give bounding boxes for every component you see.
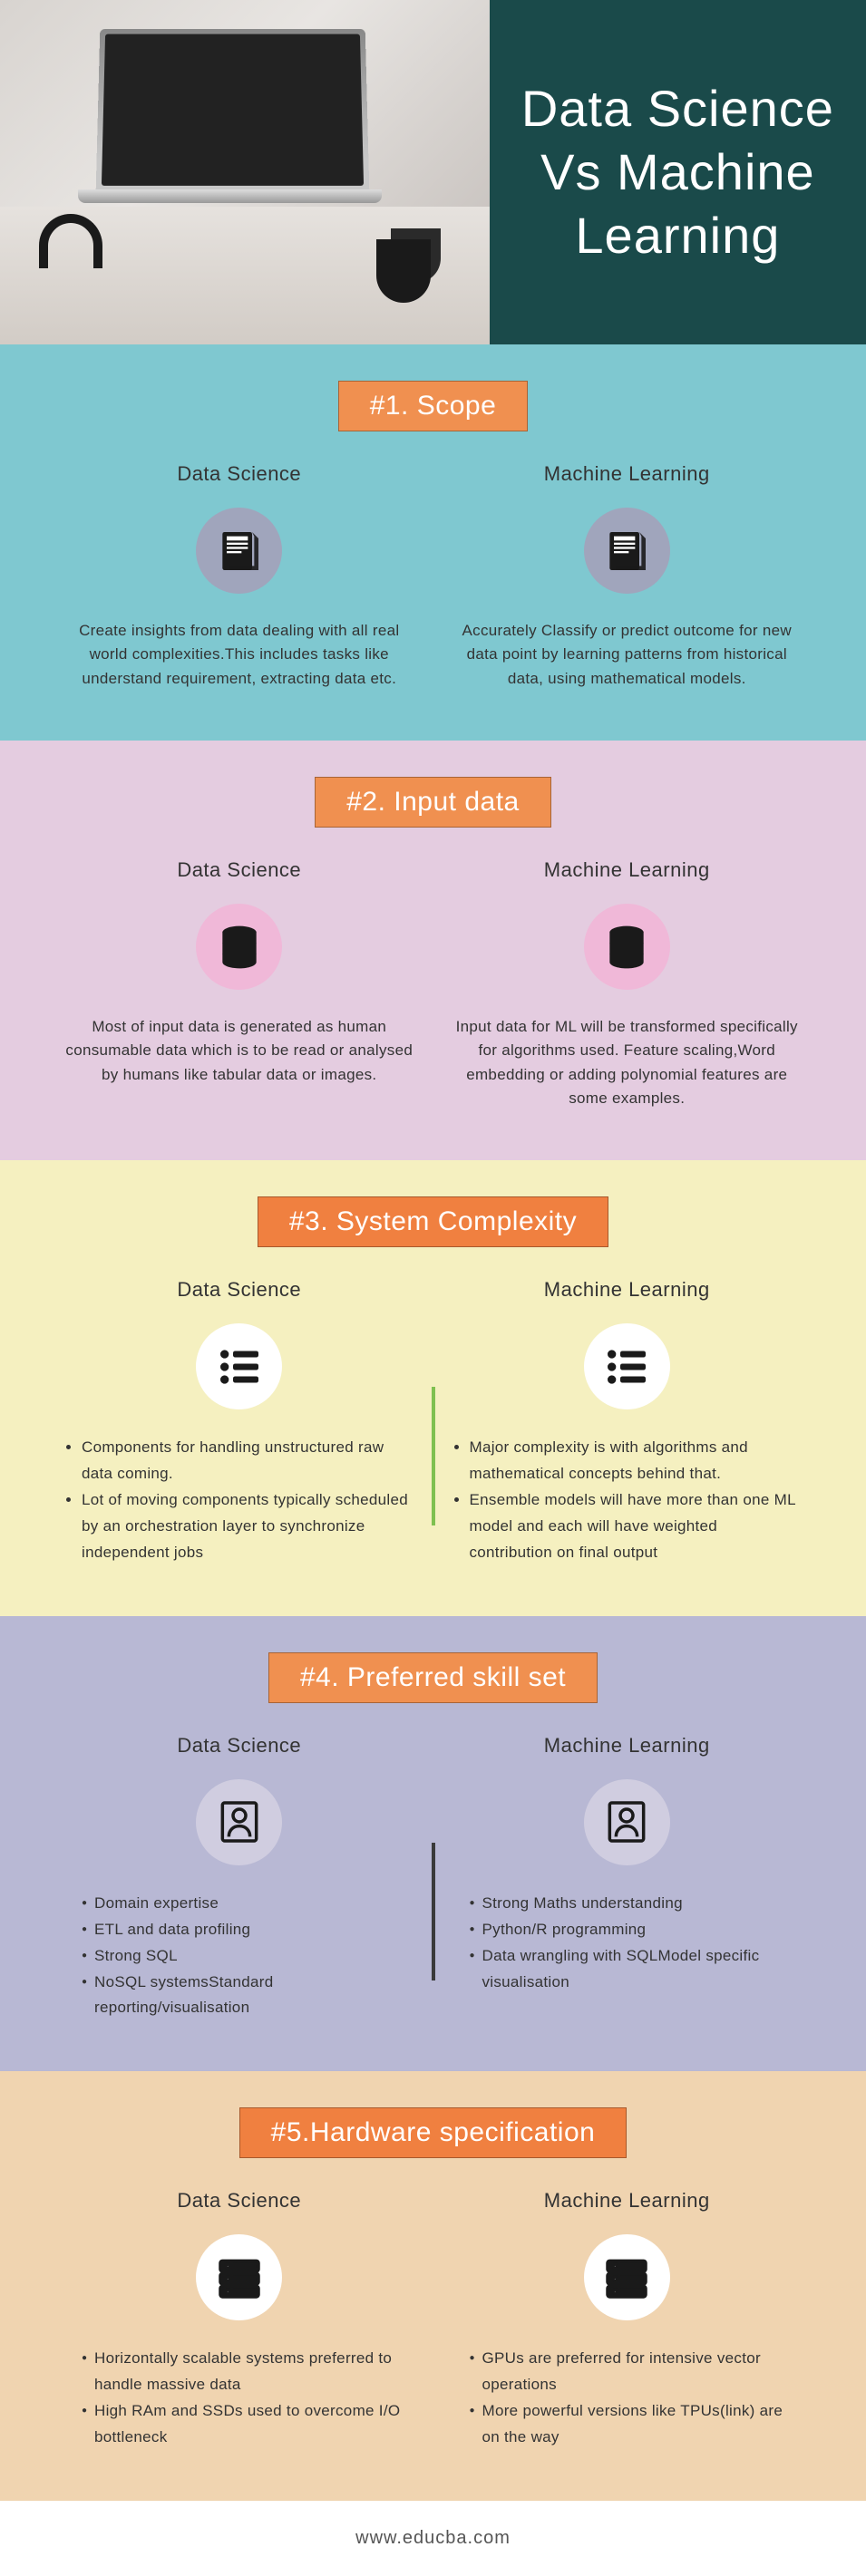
column: Data Science Most of input data is gener…: [45, 858, 433, 1110]
section: #4. Preferred skill set Data Science Dom…: [0, 1616, 866, 2071]
column-icon: [584, 1779, 670, 1865]
column-title: Data Science: [65, 2189, 414, 2213]
column-icon: [196, 1323, 282, 1409]
column-icon: [196, 2234, 282, 2320]
column-text: Input data for ML will be transformed sp…: [453, 1015, 802, 1110]
columns: Data Science Domain expertiseETL and dat…: [45, 1734, 821, 2021]
column-bullets: Components for handling unstructured raw…: [65, 1435, 414, 1565]
section: #5.Hardware specification Data Science H…: [0, 2071, 866, 2501]
column-icon: [584, 2234, 670, 2320]
columns: Data Science Most of input data is gener…: [45, 858, 821, 1110]
column-title: Machine Learning: [453, 462, 802, 486]
column: Data Science Components for handling uns…: [45, 1278, 433, 1565]
column-icon: [196, 904, 282, 990]
column-icon: [584, 508, 670, 594]
section-title: #1. Scope: [338, 381, 529, 431]
column-bullets: Major complexity is with algorithms and …: [453, 1435, 802, 1565]
column-icon: [196, 508, 282, 594]
column-title: Data Science: [65, 858, 414, 882]
column-title: Data Science: [65, 1278, 414, 1302]
section: #1. Scope Data Science Create insights f…: [0, 344, 866, 741]
column-bullets: GPUs are preferred for intensive vector …: [453, 2346, 802, 2451]
column: Machine Learning Major complexity is wit…: [433, 1278, 822, 1565]
column-title: Machine Learning: [453, 858, 802, 882]
header-title: Data Science Vs Machine Learning: [490, 0, 866, 344]
column: Machine Learning Input data for ML will …: [433, 858, 822, 1110]
columns: Data Science Components for handling uns…: [45, 1278, 821, 1565]
column: Machine Learning GPUs are preferred for …: [433, 2189, 822, 2451]
section-title: #2. Input data: [315, 777, 551, 828]
divider: [432, 1387, 435, 1525]
section-title: #5.Hardware specification: [239, 2107, 628, 2158]
column-bullets: Horizontally scalable systems preferred …: [65, 2346, 414, 2451]
column-title: Data Science: [65, 462, 414, 486]
header: Data Science Vs Machine Learning: [0, 0, 866, 344]
column-title: Machine Learning: [453, 2189, 802, 2213]
section: #3. System Complexity Data Science Compo…: [0, 1160, 866, 1615]
column-icon: [584, 1323, 670, 1409]
column: Data Science Domain expertiseETL and dat…: [45, 1734, 433, 2021]
column: Machine Learning Strong Maths understand…: [433, 1734, 822, 2021]
section: #2. Input data Data Science Most of inpu…: [0, 741, 866, 1160]
header-image: [0, 0, 490, 344]
column: Data Science Horizontally scalable syste…: [45, 2189, 433, 2451]
column-text: Accurately Classify or predict outcome f…: [453, 619, 802, 691]
divider: [432, 1843, 435, 1980]
section-title: #3. System Complexity: [258, 1196, 608, 1247]
column: Data Science Create insights from data d…: [45, 462, 433, 691]
footer-url: www.educba.com: [0, 2501, 866, 2576]
column-bullets: Domain expertiseETL and data profilingSt…: [65, 1891, 414, 2021]
column: Machine Learning Accurately Classify or …: [433, 462, 822, 691]
column-icon: [584, 904, 670, 990]
column-text: Create insights from data dealing with a…: [65, 619, 414, 691]
column-icon: [196, 1779, 282, 1865]
column-bullets: Strong Maths understandingPython/R progr…: [453, 1891, 802, 1996]
column-text: Most of input data is generated as human…: [65, 1015, 414, 1087]
columns: Data Science Horizontally scalable syste…: [45, 2189, 821, 2451]
column-title: Data Science: [65, 1734, 414, 1758]
section-title: #4. Preferred skill set: [268, 1652, 598, 1703]
columns: Data Science Create insights from data d…: [45, 462, 821, 691]
column-title: Machine Learning: [453, 1278, 802, 1302]
column-title: Machine Learning: [453, 1734, 802, 1758]
